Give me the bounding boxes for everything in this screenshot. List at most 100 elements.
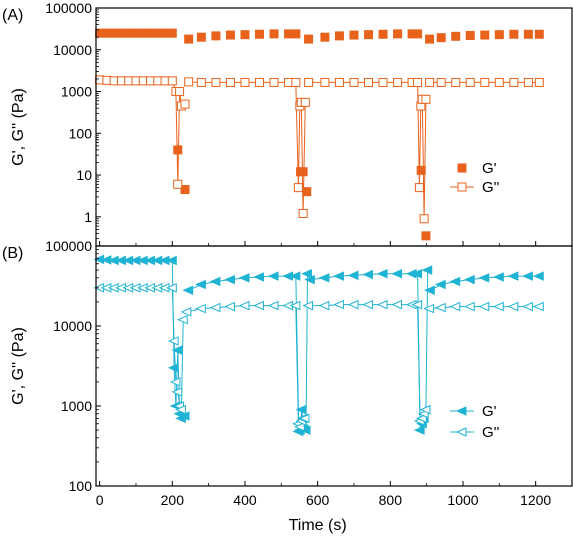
panel-b-series-1-point — [209, 276, 221, 287]
xtick-label: 400 — [233, 492, 257, 508]
panel-a-series-2-point — [534, 77, 544, 87]
panel-b-series-2-point — [253, 300, 265, 311]
panel-b-series-2-point — [293, 422, 305, 432]
panel-a-series-2-point — [425, 77, 435, 87]
panel-a-frame — [95, 7, 573, 247]
panel-a-legend: G' G'' — [450, 160, 500, 196]
panel-a-series-1-point — [269, 29, 279, 39]
panel-b-series-2-point — [302, 300, 314, 311]
panel-a-series-1-point — [167, 28, 177, 38]
panel-a-series-1-point — [494, 30, 504, 40]
panel-b-series-1-point — [295, 404, 307, 415]
panel-b-series-1-point — [182, 285, 194, 295]
panel-a-series-1-point — [173, 145, 183, 155]
panel-b-series-1-point — [195, 279, 206, 290]
panel-a-series-1-point — [255, 29, 265, 39]
panel-b: 100 1000 10000 100000 (B) G', G'' (Pa) G' G'' — [2, 238, 573, 494]
panel-b-series-2-point — [522, 301, 533, 312]
panel-a-series-2-point — [509, 77, 519, 87]
panel-b-series-1-point — [449, 276, 461, 287]
panel-b-series-2-point — [318, 300, 330, 311]
panel-b-label: (B) — [2, 245, 23, 262]
panel-a-series-2-point — [378, 77, 388, 87]
panel-b-series-2-point — [176, 314, 188, 325]
panel-a-legend-label: G'' — [482, 179, 500, 196]
panel-a-series-2-point — [494, 77, 504, 87]
panel-a-series-2-point — [451, 77, 461, 87]
panel-b-series-1-point — [376, 268, 388, 279]
panel-a-series-1-point — [225, 30, 235, 40]
panel-a-ytick-label: 100 — [69, 125, 93, 141]
panel-a-series-1-point — [291, 29, 301, 39]
panel-b-series-2-point — [411, 299, 423, 310]
panel-b-series-1-point — [304, 274, 315, 285]
panel-b-series-2-point — [267, 300, 279, 311]
xtick-label: 600 — [306, 492, 330, 508]
panel-b-series-1-point — [166, 255, 177, 266]
panel-a-series-2-point — [255, 77, 265, 87]
panel-b-legend-label: G' — [482, 403, 497, 420]
panel-a-series-1-point — [480, 30, 490, 40]
panel-b-ytick-label: 100 — [69, 478, 93, 494]
panel-b-series-2-point — [180, 307, 192, 317]
panel-b-series-1-point — [299, 425, 311, 435]
panel-a-series-1-point — [320, 32, 330, 42]
panel-b-series-1-point — [522, 271, 533, 281]
panel-a-series-2-point — [167, 76, 177, 86]
panel-a-series-1-point — [416, 165, 426, 175]
panel-b-legend-marker — [455, 406, 467, 416]
panel-b-series-2-point — [478, 301, 490, 312]
panel-b-series-2-point — [419, 404, 431, 415]
xtick-label: 800 — [379, 492, 403, 508]
panel-b-series-1-point — [253, 272, 265, 282]
panel-b-series-1-point — [318, 273, 330, 283]
panel-b-series-1-point — [507, 271, 519, 281]
panel-a-label: (A) — [2, 7, 23, 24]
panel-b-series-2-point — [376, 299, 388, 310]
panel-a-series-2-point — [523, 77, 533, 87]
panel-a-series-2-point — [480, 77, 490, 87]
panel-b-series-1-point — [464, 274, 475, 285]
panel-a-series-2-point — [304, 77, 314, 87]
panel-a-series-1-point — [196, 32, 206, 42]
panel-a-series-1-point — [364, 30, 374, 40]
panel-b-series-1-point — [301, 268, 312, 279]
panel-a-series-2-point — [414, 183, 424, 193]
panel-b-series-2-point — [175, 404, 186, 415]
panel-b-series-1-point — [411, 268, 423, 279]
panel-a-series-1-point — [523, 29, 533, 39]
panel-b-series-2-point — [434, 302, 446, 313]
panel-a-legend-label: G' — [482, 160, 497, 177]
panel-b-series-1-point — [167, 363, 179, 373]
xtick-label: 200 — [161, 492, 185, 508]
panel-a-series-1-point — [304, 34, 314, 44]
panel-b-series-2-point — [347, 299, 359, 310]
panel-b-series-1-line-3 — [310, 270, 429, 431]
panel-b-series-2-point — [423, 303, 435, 314]
panel-a-series-1-point — [378, 29, 388, 39]
panel-b-series-2-point — [166, 283, 177, 293]
panel-b-series-1-point — [434, 279, 446, 290]
panel-b-ylabel: G', G'' (Pa) — [10, 327, 27, 405]
panel-a-series-2-point — [364, 77, 374, 87]
panel-b-series-2-line-3 — [308, 304, 427, 423]
panel-a-series-2-point — [419, 214, 429, 224]
panel-a-ytick-label: 100000 — [45, 0, 92, 16]
panel-a-series-2-point — [184, 77, 194, 87]
panel-a-series-2-line-2 — [188, 81, 306, 214]
panel-a-series-1-point — [534, 29, 544, 39]
panel-b-legend-label: G'' — [482, 424, 500, 441]
panel-a-series-2-point — [173, 179, 183, 189]
panel-a-series-1-point — [436, 33, 446, 43]
panel-b-legend-marker — [455, 427, 467, 437]
panel-a-series-2-point — [180, 99, 190, 109]
panel-b-series-1-point — [333, 271, 344, 281]
panel-a-series-2-point — [175, 87, 185, 97]
panel-a-ylabel: G', G'' (Pa) — [10, 88, 27, 166]
panel-a-series-1-point — [393, 29, 403, 39]
panel-a-series-1-point — [240, 30, 250, 40]
panel-b-series-1-point — [171, 345, 183, 355]
panel-b-frame — [95, 245, 573, 487]
panel-a-series-2-line-3 — [308, 81, 427, 219]
